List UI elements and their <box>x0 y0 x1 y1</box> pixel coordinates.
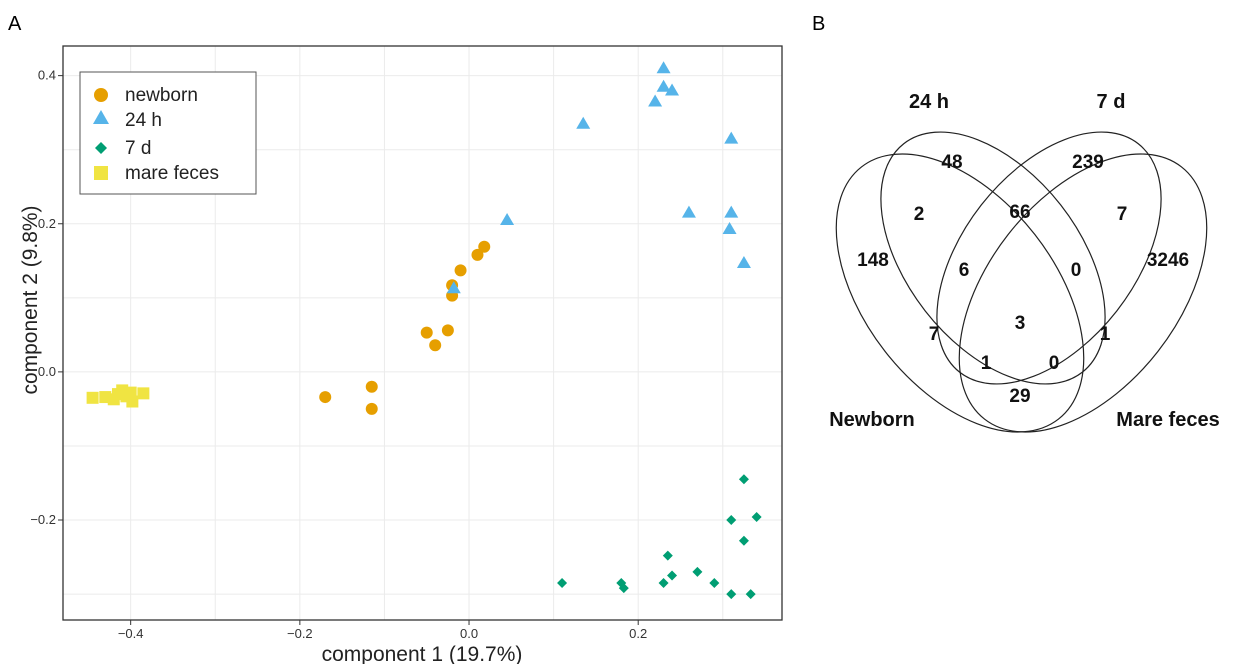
venn-set-label-newborn: Newborn <box>829 409 915 431</box>
venn-count-24h-7d-newborn: 6 <box>959 260 970 281</box>
point-7-d <box>726 515 737 526</box>
legend-item-24h: 24 h <box>93 110 162 131</box>
venn-count-24h-only: 48 <box>941 152 962 173</box>
point-7-d <box>726 589 737 600</box>
venn-set-label-mare-feces: Mare feces <box>1116 409 1219 431</box>
point-24-h <box>724 131 739 144</box>
point-24-h <box>665 83 680 96</box>
point-7-d <box>745 589 756 600</box>
venn-count-24h-mare: 1 <box>981 353 992 374</box>
point-newborn <box>471 248 484 261</box>
legend-label-7d: 7 d <box>125 138 151 159</box>
venn-count-24h-newborn: 2 <box>914 204 925 225</box>
legend-label-newborn: newborn <box>125 85 198 106</box>
point-7-d <box>557 577 568 588</box>
y-tick-label: −0.2 <box>30 512 56 527</box>
point-24-h <box>724 205 739 218</box>
x-axis-title: component 1 (19.7%) <box>322 643 523 664</box>
point-newborn <box>454 264 467 277</box>
legend-item-newborn: newborn <box>94 85 198 106</box>
legend-item-mare-feces: mare feces <box>94 163 219 184</box>
legend-marker-circle <box>94 88 108 102</box>
y-axis-title: component 2 (9.8%) <box>19 205 42 394</box>
legend-item-7d: 7 d <box>95 138 151 159</box>
point-7-d <box>618 583 629 594</box>
data-points <box>86 61 762 600</box>
point-24-h <box>648 94 663 107</box>
legend-marker-diamond <box>95 142 107 154</box>
venn-count-newborn-only: 148 <box>857 250 889 271</box>
point-mare-feces <box>86 391 99 404</box>
point-7-d <box>658 577 669 588</box>
x-tick-label: −0.4 <box>118 626 144 641</box>
x-tick-label: 0.2 <box>629 626 647 641</box>
point-newborn <box>365 380 378 393</box>
venn-count-7d-newborn-mare: 1 <box>1100 324 1111 345</box>
point-24-h <box>656 79 671 92</box>
y-tick-label: 0.4 <box>38 68 56 83</box>
venn-ellipse-24h <box>880 131 1106 385</box>
venn-set-label-24h: 24 h <box>909 91 949 113</box>
x-tick-label: 0.0 <box>460 626 478 641</box>
legend-marker-square <box>94 166 108 180</box>
point-newborn <box>420 326 433 339</box>
point-mare-feces <box>137 387 150 400</box>
venn-count-mare-only: 3246 <box>1147 250 1189 271</box>
point-7-d <box>667 570 678 581</box>
legend-box <box>79 71 257 195</box>
legend-label-24h: 24 h <box>125 110 162 131</box>
point-7-d <box>692 566 703 577</box>
venn-count-newborn-mare: 29 <box>1009 386 1030 407</box>
point-24-h <box>736 256 751 269</box>
venn-count-24h-7d: 66 <box>1009 202 1030 223</box>
panel-b-letter: B <box>812 13 825 35</box>
point-7-d <box>662 550 673 561</box>
point-24-h <box>446 281 461 294</box>
venn-ellipse-newborn <box>835 153 1085 433</box>
point-7-d <box>709 577 720 588</box>
point-newborn <box>429 339 442 352</box>
point-7-d <box>751 512 762 523</box>
panel-a-letter: A <box>8 13 22 35</box>
venn-count-7d-mare: 7 <box>1117 204 1128 225</box>
point-24-h <box>576 116 591 129</box>
legend: newborn 24 h 7 d mare feces <box>79 71 257 195</box>
venn-diagram: 24 h 7 d Newborn Mare feces 48 239 2 66 … <box>829 91 1220 433</box>
point-24-h <box>656 61 671 74</box>
point-newborn <box>319 391 332 404</box>
venn-count-all-four: 3 <box>1015 313 1026 334</box>
venn-count-24h-7d-mare: 0 <box>1071 260 1082 281</box>
x-tick-label: −0.2 <box>287 626 313 641</box>
point-mare-feces <box>126 395 139 408</box>
point-7-d <box>738 474 749 485</box>
point-newborn <box>365 402 378 415</box>
legend-marker-triangle <box>93 110 109 124</box>
venn-ellipse-mare-feces <box>958 153 1208 433</box>
point-24-h <box>500 213 515 226</box>
venn-set-label-7d: 7 d <box>1097 91 1126 113</box>
legend-label-mare-feces: mare feces <box>125 163 219 184</box>
point-7-d <box>738 535 749 546</box>
pca-scatter-plot: −0.4 −0.2 0.0 0.2 −0.2 0.0 0.2 0.4 component 1 … <box>19 45 783 664</box>
grid-lines <box>63 46 782 620</box>
venn-count-7d-only: 239 <box>1072 152 1104 173</box>
point-24-h <box>722 221 737 234</box>
point-newborn <box>441 324 454 337</box>
y-tick-label: 0.2 <box>38 216 56 231</box>
axis-ticks: −0.4 −0.2 0.0 0.2 −0.2 0.0 0.2 0.4 <box>30 68 647 641</box>
point-newborn <box>478 240 491 253</box>
venn-count-24h-newborn-mare: 7 <box>929 324 940 345</box>
plot-border <box>62 45 783 621</box>
y-tick-label: 0.0 <box>38 364 56 379</box>
venn-count-7d-newborn: 0 <box>1049 353 1060 374</box>
point-24-h <box>681 205 696 218</box>
